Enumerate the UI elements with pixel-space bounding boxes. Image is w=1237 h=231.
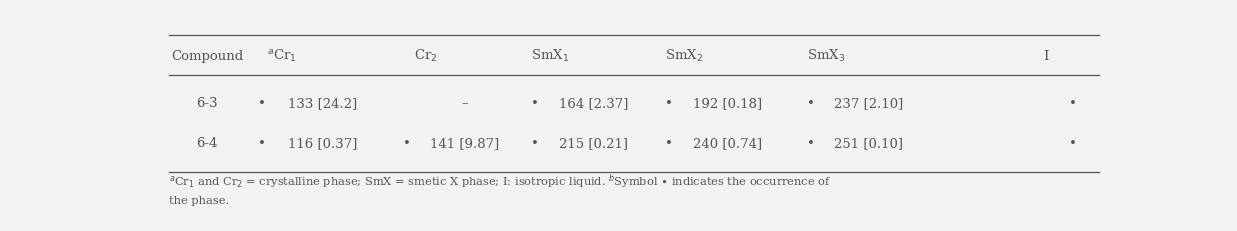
Text: •: •: [666, 97, 673, 110]
Text: ${}^{a}$Cr$_1$ and Cr$_2$ = crystalline phase; SmX = smetic X phase; I: isotropi: ${}^{a}$Cr$_1$ and Cr$_2$ = crystalline …: [169, 171, 831, 190]
Text: •: •: [808, 97, 815, 110]
Text: •: •: [403, 137, 411, 150]
Text: SmX$_2$: SmX$_2$: [664, 48, 703, 64]
Text: 116 [0.37]: 116 [0.37]: [288, 137, 357, 150]
Text: •: •: [259, 97, 266, 110]
Text: Compound: Compound: [171, 50, 244, 63]
Text: Cr$_2$: Cr$_2$: [414, 48, 438, 64]
Text: •: •: [666, 137, 673, 150]
Text: 164 [2.37]: 164 [2.37]: [559, 97, 628, 110]
Text: 133 [24.2]: 133 [24.2]: [288, 97, 357, 110]
Text: 141 [9.87]: 141 [9.87]: [429, 137, 499, 150]
Text: SmX$_1$: SmX$_1$: [531, 48, 569, 64]
Text: •: •: [531, 137, 539, 150]
Text: 237 [2.10]: 237 [2.10]: [834, 97, 903, 110]
Text: •: •: [531, 97, 539, 110]
Text: 6-3: 6-3: [197, 97, 218, 110]
Text: 215 [0.21]: 215 [0.21]: [559, 137, 628, 150]
Text: •: •: [259, 137, 266, 150]
Text: 6-4: 6-4: [197, 137, 218, 150]
Text: 192 [0.18]: 192 [0.18]: [694, 97, 762, 110]
Text: the phase.: the phase.: [169, 195, 229, 205]
Text: SmX$_3$: SmX$_3$: [807, 48, 845, 64]
Text: •: •: [1069, 137, 1077, 150]
Text: 240 [0.74]: 240 [0.74]: [694, 137, 762, 150]
Text: •: •: [1069, 97, 1077, 110]
Text: –: –: [461, 97, 468, 110]
Text: •: •: [808, 137, 815, 150]
Text: ${}^{a}$Cr$_1$: ${}^{a}$Cr$_1$: [267, 48, 297, 64]
Text: 251 [0.10]: 251 [0.10]: [834, 137, 903, 150]
Text: I: I: [1044, 50, 1049, 63]
